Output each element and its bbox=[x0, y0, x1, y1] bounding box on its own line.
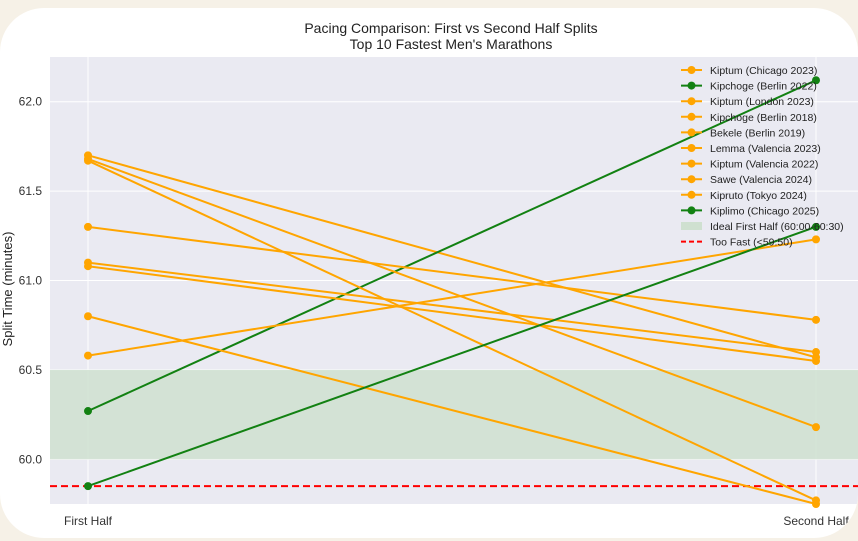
chart-subtitle: Top 10 Fastest Men's Marathons bbox=[350, 36, 553, 52]
legend-swatch-marker bbox=[687, 81, 696, 90]
data-point bbox=[84, 312, 92, 321]
legend-entry: Kipchoge (Berlin 2018) bbox=[710, 112, 817, 124]
x-tick-labels: First Half Second Half bbox=[64, 514, 849, 528]
legend-swatch-marker bbox=[687, 190, 696, 199]
legend-entry: Kiplimo (Chicago 2025) bbox=[710, 205, 819, 217]
data-point bbox=[812, 235, 820, 244]
data-point bbox=[812, 348, 820, 357]
series-line bbox=[87, 315, 817, 505]
data-point bbox=[84, 482, 92, 491]
y-tick-label: 62.0 bbox=[19, 95, 43, 109]
data-point bbox=[812, 356, 820, 365]
pacing-chart: Pacing Comparison: First vs Second Half … bbox=[0, 20, 858, 528]
y-tick-label: 61.0 bbox=[19, 274, 43, 288]
legend-swatch-marker bbox=[687, 112, 696, 121]
data-point bbox=[84, 262, 92, 271]
legend-entry: Kiptum (Chicago 2023) bbox=[710, 65, 817, 77]
legend-entry: Kiptum (Valencia 2022) bbox=[710, 159, 818, 171]
legend-entry: Kiptum (London 2023) bbox=[710, 96, 814, 108]
legend-swatch-marker bbox=[687, 159, 696, 168]
series-line bbox=[87, 265, 817, 362]
legend-swatch-band bbox=[681, 222, 702, 230]
series-line bbox=[87, 225, 817, 321]
series-line bbox=[87, 157, 817, 429]
legend-entry: Sawe (Valencia 2024) bbox=[710, 174, 812, 186]
data-point bbox=[84, 222, 92, 231]
legend-entry: Bekele (Berlin 2019) bbox=[710, 127, 805, 139]
data-point bbox=[812, 500, 820, 508]
data-point bbox=[812, 76, 820, 85]
data-point bbox=[84, 407, 92, 416]
data-point bbox=[812, 423, 820, 432]
y-tick-labels: 60.0 60.5 61.0 61.5 62.0 bbox=[19, 95, 43, 467]
series-line bbox=[87, 261, 817, 354]
legend-swatch-marker bbox=[687, 206, 696, 215]
y-tick-label: 60.5 bbox=[19, 363, 43, 377]
x-tick-label: Second Half bbox=[783, 514, 849, 528]
series-line bbox=[87, 154, 817, 359]
x-tick-label: First Half bbox=[64, 514, 113, 528]
data-point bbox=[812, 222, 820, 231]
data-point bbox=[812, 315, 820, 324]
bands-layer bbox=[50, 369, 858, 460]
series-line bbox=[87, 79, 817, 412]
ideal-first-half-band bbox=[50, 369, 858, 460]
y-tick-label: 60.0 bbox=[19, 452, 43, 466]
legend: Kiptum (Chicago 2023) Kipchoge (Berlin 20… bbox=[681, 65, 844, 249]
series-layer bbox=[84, 76, 820, 508]
legend-swatch-marker bbox=[687, 144, 696, 152]
legend-swatch-marker bbox=[687, 66, 696, 74]
legend-swatch-marker bbox=[687, 175, 696, 184]
legend-entry: Kipruto (Tokyo 2024) bbox=[710, 190, 807, 202]
legend-entry: Too Fast (<59:50) bbox=[710, 237, 793, 249]
series-line bbox=[87, 238, 817, 357]
y-axis-label: Split Time (minutes) bbox=[0, 232, 15, 347]
legend-entry: Lemma (Valencia 2023) bbox=[710, 143, 821, 155]
legend-entry: Ideal First Half (60:00-60:30) bbox=[710, 221, 844, 233]
y-tick-label: 61.5 bbox=[19, 184, 43, 198]
data-point bbox=[84, 351, 92, 360]
series-line bbox=[87, 159, 817, 502]
legend-swatch-marker bbox=[687, 128, 696, 137]
series-line bbox=[87, 225, 817, 488]
chart-title: Pacing Comparison: First vs Second Half … bbox=[304, 20, 597, 36]
legend-swatch-marker bbox=[687, 97, 696, 106]
legend-entry: Kipchoge (Berlin 2022) bbox=[710, 81, 817, 93]
chart-card: Pacing Comparison: First vs Second Half … bbox=[0, 8, 858, 538]
data-point bbox=[84, 154, 92, 163]
